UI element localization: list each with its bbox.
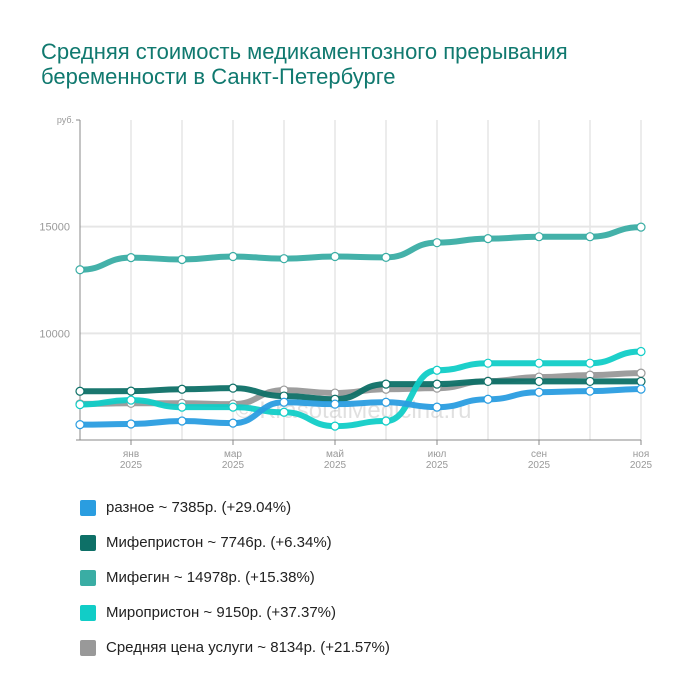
data-point — [483, 234, 493, 244]
data-point — [636, 384, 646, 394]
legend-swatch — [80, 569, 96, 586]
data-point — [75, 399, 85, 410]
data-point — [381, 397, 391, 407]
data-point — [330, 251, 340, 262]
legend-swatch — [80, 499, 96, 516]
x-tick-month: мар — [224, 449, 242, 460]
data-point — [432, 365, 442, 375]
data-point — [177, 384, 187, 394]
legend-label: Миропристон ~ 9150р. (+37.37%) — [106, 604, 336, 621]
data-point — [585, 232, 595, 242]
data-point — [228, 251, 238, 262]
data-point — [126, 419, 136, 429]
x-tick-year: 2025 — [120, 460, 143, 471]
data-point — [381, 252, 391, 262]
data-point — [228, 402, 238, 412]
data-point — [432, 379, 442, 389]
legend-item[interactable]: Мифепристон ~ 7746р. (+6.34%) — [80, 525, 390, 560]
data-point — [75, 265, 85, 275]
x-tick-month: янв — [123, 449, 139, 460]
data-point — [483, 376, 493, 387]
data-point — [330, 399, 340, 409]
legend-swatch — [80, 604, 96, 621]
data-point — [177, 254, 187, 265]
legend-item[interactable]: Миропристон ~ 9150р. (+37.37%) — [80, 595, 390, 630]
legend-label: Мифегин ~ 14978р. (+15.38%) — [106, 569, 315, 586]
data-point — [483, 394, 493, 404]
legend-item[interactable]: Мифегин ~ 14978р. (+15.38%) — [80, 560, 390, 595]
data-point — [381, 379, 391, 389]
x-tick-year: 2025 — [630, 460, 653, 471]
data-point — [228, 418, 238, 428]
x-tick-year: 2025 — [426, 460, 449, 471]
data-point — [75, 420, 85, 430]
data-point — [432, 402, 442, 412]
legend-label: Средняя цена услуги ~ 8134р. (+21.57%) — [106, 639, 390, 656]
data-point — [126, 386, 136, 396]
legend-item[interactable]: Средняя цена услуги ~ 8134р. (+21.57%) — [80, 630, 390, 665]
x-tick-year: 2025 — [324, 460, 347, 471]
x-tick-month: сен — [531, 449, 547, 460]
data-point — [75, 386, 85, 396]
x-tick-year: 2025 — [222, 460, 245, 471]
data-point — [636, 376, 646, 387]
legend: разное ~ 7385р. (+29.04%) Мифепристон ~ 7… — [80, 490, 390, 665]
series-line-2 — [77, 224, 644, 273]
legend-label: разное ~ 7385р. (+29.04%) — [106, 499, 292, 516]
data-point — [636, 222, 646, 232]
y-tick-label: 15000 — [39, 222, 70, 234]
chart-title: Средняя стоимость медикаментозного преры… — [41, 39, 568, 89]
legend-swatch — [80, 639, 96, 656]
data-point — [534, 358, 544, 368]
data-point — [534, 232, 544, 242]
data-point — [126, 395, 136, 405]
data-point — [585, 386, 595, 396]
data-point — [228, 383, 238, 393]
data-point — [126, 253, 136, 263]
data-point — [636, 346, 646, 357]
data-point — [177, 416, 187, 426]
legend-label: Мифепристон ~ 7746р. (+6.34%) — [106, 534, 332, 551]
data-point — [279, 397, 289, 407]
legend-swatch — [80, 534, 96, 551]
data-point — [177, 402, 187, 412]
y-tick-label: 10000 — [39, 328, 70, 340]
data-point — [534, 376, 544, 387]
data-point — [483, 358, 493, 368]
data-point — [534, 387, 544, 397]
data-point — [381, 416, 391, 426]
data-point — [636, 368, 646, 378]
data-point — [585, 358, 595, 368]
legend-item[interactable]: разное ~ 7385р. (+29.04%) — [80, 490, 390, 525]
data-point — [585, 376, 595, 387]
data-point — [330, 421, 340, 431]
data-point — [432, 238, 442, 248]
data-point — [279, 407, 289, 417]
x-tick-month: ноя — [633, 449, 650, 460]
x-tick-month: май — [326, 449, 344, 460]
data-point — [279, 254, 289, 264]
y-axis-label: руб. — [57, 115, 74, 125]
x-tick-month: июл — [428, 449, 447, 460]
x-tick-year: 2025 — [528, 460, 551, 471]
